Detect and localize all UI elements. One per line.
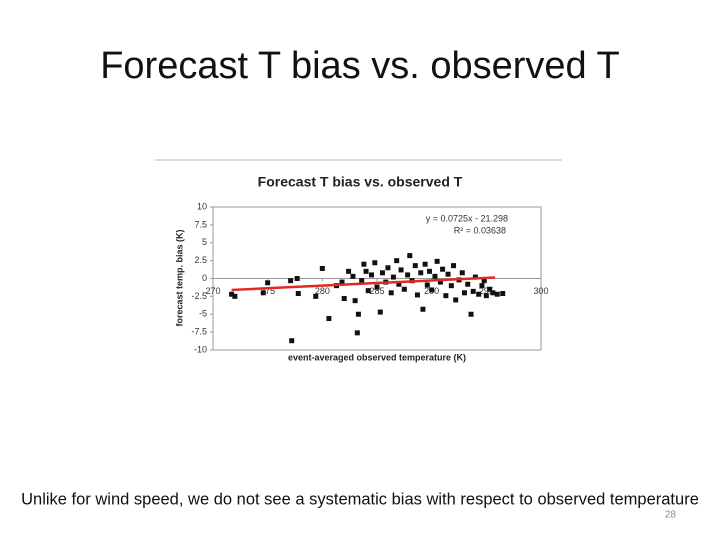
point bbox=[350, 273, 356, 279]
point bbox=[445, 271, 451, 277]
point bbox=[468, 311, 474, 317]
x-tick-label: 270 bbox=[205, 286, 220, 296]
point bbox=[289, 338, 295, 344]
point bbox=[481, 278, 487, 284]
y-tick-label: 0 bbox=[202, 273, 207, 283]
point bbox=[424, 282, 430, 288]
point bbox=[418, 270, 424, 276]
point bbox=[260, 290, 266, 296]
point bbox=[341, 296, 347, 302]
point bbox=[398, 267, 404, 273]
y-tick-label: -5 bbox=[199, 309, 207, 319]
point bbox=[443, 293, 449, 299]
point bbox=[401, 286, 407, 292]
y-tick-label: 2.5 bbox=[194, 255, 207, 265]
point bbox=[437, 279, 443, 285]
point bbox=[388, 290, 394, 296]
point bbox=[354, 330, 360, 336]
point bbox=[372, 260, 378, 266]
point bbox=[346, 268, 352, 274]
point bbox=[420, 306, 426, 312]
point bbox=[369, 272, 375, 278]
y-tick-label: -10 bbox=[194, 344, 207, 354]
point bbox=[294, 276, 300, 281]
point bbox=[500, 291, 506, 297]
point bbox=[414, 292, 420, 298]
point bbox=[487, 286, 493, 292]
point bbox=[365, 288, 371, 294]
chart-title: Forecast T bias vs. observed T bbox=[258, 174, 463, 190]
point bbox=[265, 280, 271, 286]
x-axis-label: event-averaged observed temperature (K) bbox=[288, 352, 466, 362]
point bbox=[313, 293, 319, 299]
page-number: 28 bbox=[665, 510, 677, 521]
point bbox=[385, 265, 391, 271]
point bbox=[453, 297, 459, 303]
point bbox=[405, 272, 411, 278]
point bbox=[440, 266, 446, 272]
x-tick-label: 275 bbox=[260, 286, 275, 296]
point bbox=[377, 309, 383, 315]
point bbox=[326, 316, 332, 322]
point bbox=[295, 291, 301, 297]
point bbox=[426, 268, 432, 274]
caption: Unlike for wind speed, we do not see a s… bbox=[21, 490, 699, 508]
x-tick-label: 300 bbox=[533, 286, 548, 296]
point bbox=[229, 291, 235, 297]
point bbox=[432, 273, 438, 279]
point bbox=[412, 263, 418, 269]
x-tick-label: 295 bbox=[479, 286, 494, 296]
point bbox=[476, 291, 482, 297]
point bbox=[451, 263, 457, 269]
trend-equation: y = 0.0725x - 21.298 bbox=[426, 213, 508, 223]
trendline bbox=[231, 276, 496, 292]
y-tick-label: -2.5 bbox=[191, 291, 207, 301]
point bbox=[374, 284, 380, 290]
point bbox=[390, 274, 396, 280]
point bbox=[361, 261, 367, 267]
y-tick-label: 10 bbox=[197, 201, 207, 211]
point bbox=[394, 258, 400, 264]
y-tick-label: 5 bbox=[202, 237, 207, 247]
point bbox=[429, 287, 435, 293]
point bbox=[459, 270, 465, 276]
y-tick-label: -7.5 bbox=[191, 327, 207, 337]
point bbox=[355, 311, 361, 317]
point bbox=[396, 281, 402, 287]
point bbox=[483, 293, 489, 299]
y-tick-label: 7.5 bbox=[194, 219, 207, 229]
point bbox=[494, 291, 500, 297]
point bbox=[319, 265, 325, 271]
point bbox=[352, 298, 358, 304]
point bbox=[288, 278, 294, 284]
point bbox=[472, 274, 478, 280]
point bbox=[363, 268, 369, 274]
point bbox=[379, 270, 385, 276]
point bbox=[479, 283, 485, 289]
point bbox=[232, 293, 238, 299]
x-tick-label: 280 bbox=[315, 286, 330, 296]
trend-r-squared: R² = 0.03638 bbox=[454, 225, 506, 235]
point bbox=[339, 279, 345, 285]
point bbox=[461, 290, 467, 296]
slide-title: Forecast T bias vs. observed T bbox=[100, 45, 620, 87]
x-tick-label: 285 bbox=[369, 286, 384, 296]
point bbox=[359, 278, 365, 284]
point bbox=[465, 281, 471, 287]
y-axis-label: forecast temp. bias (K) bbox=[174, 229, 184, 326]
point bbox=[407, 253, 413, 259]
point bbox=[490, 290, 496, 296]
point bbox=[470, 288, 476, 294]
point bbox=[422, 261, 428, 267]
point bbox=[434, 258, 440, 264]
point bbox=[448, 283, 454, 289]
